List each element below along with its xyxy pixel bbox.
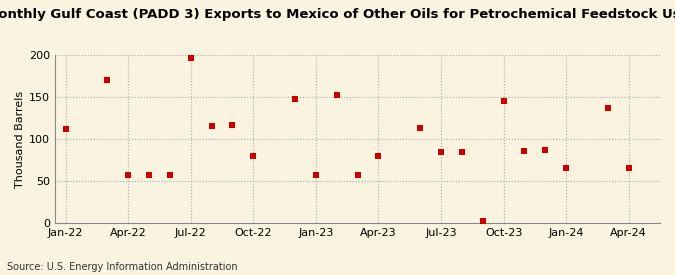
Point xyxy=(456,149,467,154)
Point xyxy=(290,96,300,101)
Point xyxy=(144,173,155,177)
Point xyxy=(623,165,634,170)
Point xyxy=(165,173,176,177)
Point xyxy=(561,166,572,170)
Point xyxy=(435,149,446,154)
Text: Source: U.S. Energy Information Administration: Source: U.S. Energy Information Administ… xyxy=(7,262,238,272)
Point xyxy=(603,106,614,110)
Point xyxy=(248,153,259,158)
Point xyxy=(414,126,425,130)
Point xyxy=(477,219,488,224)
Point xyxy=(373,153,384,158)
Point xyxy=(227,123,238,128)
Point xyxy=(102,78,113,82)
Point xyxy=(519,148,530,153)
Point xyxy=(206,124,217,128)
Y-axis label: Thousand Barrels: Thousand Barrels xyxy=(15,90,25,188)
Point xyxy=(498,99,509,103)
Point xyxy=(310,173,321,177)
Point xyxy=(540,148,551,152)
Point xyxy=(186,56,196,60)
Point xyxy=(331,93,342,97)
Point xyxy=(352,173,363,177)
Text: Monthly Gulf Coast (PADD 3) Exports to Mexico of Other Oils for Petrochemical Fe: Monthly Gulf Coast (PADD 3) Exports to M… xyxy=(0,8,675,21)
Point xyxy=(123,173,134,177)
Point xyxy=(60,127,71,131)
